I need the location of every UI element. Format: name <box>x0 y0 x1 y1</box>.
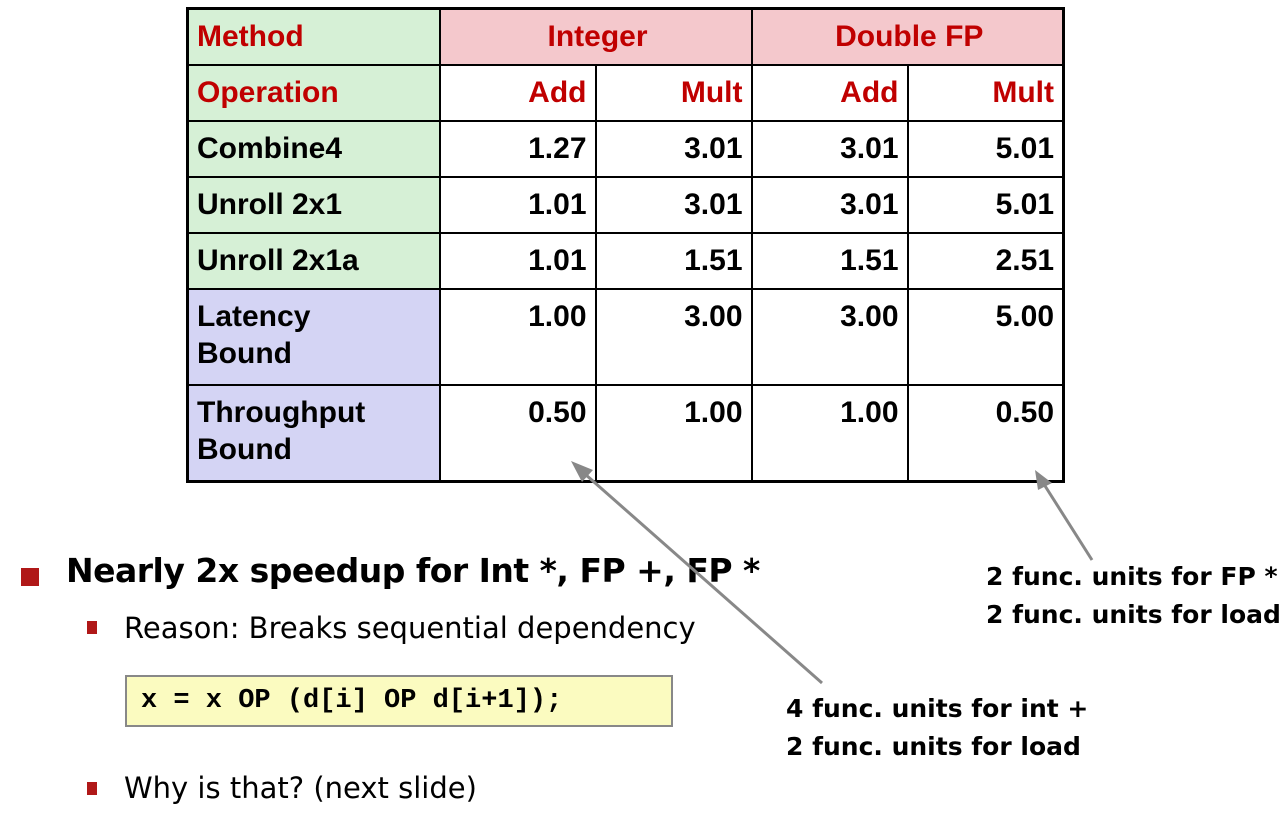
value-cell: 3.00 <box>750 288 909 386</box>
method-line: Latency <box>197 300 311 333</box>
value-cell: 5.00 <box>906 288 1065 386</box>
value-cell: 1.00 <box>438 288 597 386</box>
operation-header: Operation <box>186 64 441 122</box>
table-row-unroll-2x1a: Unroll 2x1a 1.01 1.51 1.51 2.51 <box>186 232 1065 290</box>
int-add-header: Add <box>438 64 597 122</box>
table-row-throughput-bound: Throughput Bound 0.50 1.00 1.00 0.50 <box>186 384 1065 483</box>
value-cell: 3.01 <box>594 120 753 178</box>
value-cell: 3.01 <box>594 176 753 234</box>
value-cell: 1.01 <box>438 232 597 290</box>
method-line: Bound <box>197 433 292 466</box>
note-line: 2 func. units for load <box>986 600 1280 629</box>
sub-bullet-square-icon <box>87 782 97 795</box>
value-cell: 3.00 <box>594 288 753 386</box>
fp-add-header: Add <box>750 64 909 122</box>
fp-mult-header: Mult <box>906 64 1065 122</box>
performance-table: Method Integer Double FP Operation Add M… <box>186 7 1065 483</box>
value-cell: 0.50 <box>438 384 597 483</box>
value-cell: 0.50 <box>906 384 1065 483</box>
int-units-note: 4 func. units for int + 2 func. units fo… <box>786 690 1088 766</box>
int-mult-header: Mult <box>594 64 753 122</box>
method-line: Bound <box>197 337 292 370</box>
value-cell: 1.51 <box>750 232 909 290</box>
method-cell: Throughput Bound <box>186 384 441 483</box>
value-cell: 1.01 <box>438 176 597 234</box>
table-header-row: Method Integer Double FP <box>186 7 1065 66</box>
note-line: 4 func. units for int + <box>786 694 1089 723</box>
integer-header: Integer <box>438 7 753 66</box>
sub-bullet-square-icon <box>87 621 97 634</box>
value-cell: 1.00 <box>594 384 753 483</box>
table-row-latency-bound: Latency Bound 1.00 3.00 3.00 5.00 <box>186 288 1065 386</box>
table-subheader-row: Operation Add Mult Add Mult <box>186 64 1065 122</box>
value-cell: 1.00 <box>750 384 909 483</box>
method-header: Method <box>186 7 441 66</box>
value-cell: 1.51 <box>594 232 753 290</box>
method-cell: Combine4 <box>186 120 441 178</box>
value-cell: 5.01 <box>906 120 1065 178</box>
double-fp-header: Double FP <box>750 7 1065 66</box>
value-cell: 5.01 <box>906 176 1065 234</box>
value-cell: 1.27 <box>438 120 597 178</box>
note-line: 2 func. units for load <box>786 732 1081 761</box>
note-line: 2 func. units for FP * <box>986 562 1278 591</box>
method-line: Throughput <box>197 396 366 429</box>
code-snippet: x = x OP (d[i] OP d[i+1]); <box>125 675 673 727</box>
method-cell: Unroll 2x1a <box>186 232 441 290</box>
fp-units-note: 2 func. units for FP * 2 func. units for… <box>986 558 1280 634</box>
arrow-fp-line <box>1038 477 1094 561</box>
sub-bullet-reason: Reason: Breaks sequential dependency <box>124 611 696 645</box>
value-cell: 2.51 <box>906 232 1065 290</box>
main-bullet: Nearly 2x speedup for Int *, FP +, FP * <box>66 551 760 590</box>
sub-bullet-why: Why is that? (next slide) <box>124 771 477 805</box>
value-cell: 3.01 <box>750 176 909 234</box>
table-row-combine4: Combine4 1.27 3.01 3.01 5.01 <box>186 120 1065 178</box>
bullet-square-icon <box>21 568 39 586</box>
method-cell: Latency Bound <box>186 288 441 386</box>
table-row-unroll-2x1: Unroll 2x1 1.01 3.01 3.01 5.01 <box>186 176 1065 234</box>
value-cell: 3.01 <box>750 120 909 178</box>
method-cell: Unroll 2x1 <box>186 176 441 234</box>
